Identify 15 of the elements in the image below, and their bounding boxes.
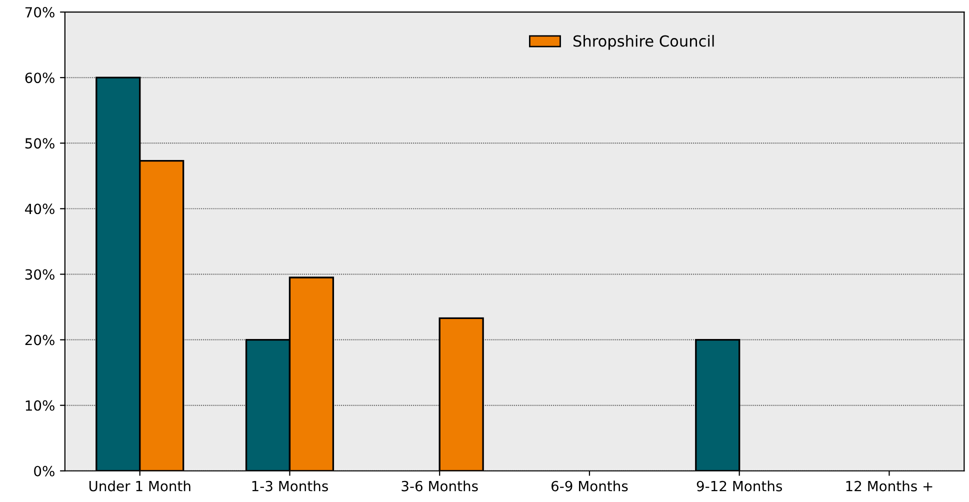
x-tick-label: 3-6 Months xyxy=(402,480,478,492)
legend-label: Shropshire Council xyxy=(573,34,714,50)
x-tick-label: 12 Months + xyxy=(846,480,932,492)
y-tick-label: 70% xyxy=(25,7,54,18)
y-tick-label: 10% xyxy=(26,400,54,411)
y-tick-label: 20% xyxy=(25,334,54,346)
y-tick-label: 40% xyxy=(25,204,54,214)
x-tick-label: 6-9 Months xyxy=(552,480,628,492)
x-tick-label: 9-12 Months xyxy=(696,480,782,492)
x-tick-label: Under 1 Month xyxy=(89,480,190,492)
x-tick-label: 1-3 Months xyxy=(252,480,328,492)
y-tick-label: 30% xyxy=(25,269,54,280)
y-tick-label: 60% xyxy=(25,72,54,84)
y-tick-label: 50% xyxy=(25,138,54,149)
y-tick-label: 0% xyxy=(34,466,54,476)
